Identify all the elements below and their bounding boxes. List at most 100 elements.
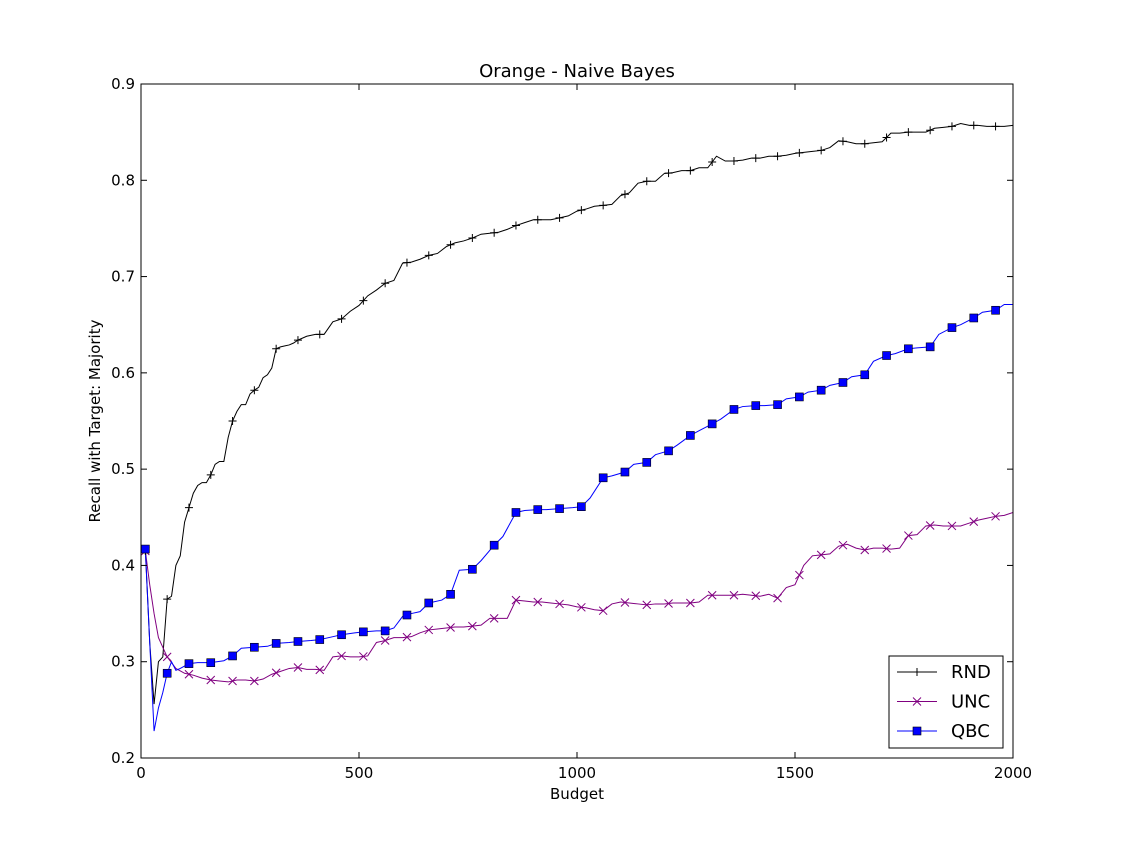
data-point-rnd bbox=[817, 146, 826, 155]
data-point-rnd bbox=[882, 133, 891, 142]
data-point-rnd bbox=[795, 148, 804, 157]
data-point-qbc bbox=[489, 540, 499, 550]
data-point-qbc bbox=[598, 473, 608, 483]
data-point-unc bbox=[642, 600, 652, 610]
data-point-unc bbox=[947, 521, 957, 531]
data-point-qbc bbox=[533, 505, 543, 514]
data-point-qbc bbox=[991, 305, 1000, 315]
data-point-rnd bbox=[620, 190, 629, 199]
data-point-qbc bbox=[642, 458, 652, 467]
data-point-unc bbox=[271, 668, 281, 678]
data-point-qbc bbox=[925, 342, 935, 352]
data-point-unc bbox=[773, 593, 782, 603]
data-point-rnd bbox=[838, 137, 847, 146]
data-point-qbc bbox=[206, 658, 216, 667]
data-point-unc bbox=[511, 595, 521, 605]
legend: RND UNC QBC bbox=[888, 655, 1004, 749]
data-point-rnd bbox=[947, 122, 956, 131]
data-point-qbc bbox=[773, 400, 782, 409]
data-point-rnd bbox=[163, 595, 172, 604]
data-point-qbc bbox=[882, 351, 891, 360]
chart-title: Orange - Naive Bayes bbox=[479, 61, 675, 82]
data-point-rnd bbox=[206, 470, 215, 479]
data-point-qbc bbox=[838, 378, 848, 387]
data-point-rnd bbox=[511, 221, 520, 230]
data-point-qbc bbox=[795, 392, 804, 402]
y-axis-title: Recall with Target: Majority bbox=[86, 319, 104, 522]
data-point-unc bbox=[293, 663, 303, 672]
y-tick-label: 0.2 bbox=[111, 749, 135, 767]
series-line-qbc bbox=[144, 303, 1013, 732]
data-point-qbc bbox=[380, 626, 390, 636]
data-point-qbc bbox=[337, 630, 346, 640]
x-tick-label: 0 bbox=[136, 764, 146, 782]
data-point-unc bbox=[359, 652, 368, 661]
data-point-rnd bbox=[686, 166, 695, 175]
y-tick-label: 0.6 bbox=[111, 364, 135, 382]
data-point-rnd bbox=[228, 417, 237, 425]
data-point-unc bbox=[969, 517, 979, 526]
legend-label-unc: UNC bbox=[951, 692, 990, 713]
data-point-rnd bbox=[402, 258, 411, 267]
data-point-unc bbox=[162, 652, 172, 662]
data-point-unc bbox=[489, 614, 499, 623]
legend-label-qbc: QBC bbox=[951, 721, 990, 742]
data-point-qbc bbox=[446, 590, 455, 599]
data-point-unc bbox=[424, 625, 434, 635]
y-tick-label: 0.8 bbox=[111, 171, 135, 189]
data-point-qbc bbox=[424, 598, 434, 608]
data-point-unc bbox=[577, 602, 586, 612]
data-point-rnd bbox=[555, 213, 564, 222]
data-point-rnd bbox=[250, 386, 259, 395]
data-point-qbc bbox=[555, 504, 564, 513]
data-point-rnd bbox=[468, 234, 477, 243]
y-tick-label: 0.4 bbox=[111, 556, 135, 574]
data-point-qbc bbox=[468, 564, 477, 574]
data-point-rnd bbox=[751, 154, 760, 163]
data-point-unc bbox=[315, 665, 325, 675]
data-point-unc bbox=[555, 599, 564, 609]
data-point-unc bbox=[664, 599, 673, 608]
data-point-unc bbox=[795, 570, 804, 580]
data-point-unc bbox=[860, 545, 870, 555]
data-point-unc bbox=[925, 521, 935, 530]
data-point-rnd bbox=[533, 215, 542, 224]
data-point-qbc bbox=[162, 668, 172, 678]
data-point-qbc bbox=[402, 610, 412, 620]
data-point-rnd bbox=[729, 157, 738, 166]
data-point-unc bbox=[729, 590, 739, 600]
data-point-unc bbox=[686, 598, 695, 608]
data-point-unc bbox=[446, 623, 455, 632]
data-point-qbc bbox=[293, 637, 303, 646]
data-point-unc bbox=[468, 621, 477, 631]
data-point-qbc bbox=[359, 627, 368, 637]
data-point-unc bbox=[904, 531, 913, 540]
data-point-qbc bbox=[707, 419, 717, 429]
data-point-rnd bbox=[337, 314, 346, 323]
y-tick-label: 0.7 bbox=[111, 268, 135, 286]
data-point-rnd bbox=[315, 330, 324, 339]
data-point-rnd bbox=[424, 251, 433, 260]
x-tick-label: 500 bbox=[345, 764, 374, 782]
data-point-qbc bbox=[511, 508, 521, 517]
data-point-unc bbox=[206, 675, 216, 685]
data-point-qbc bbox=[184, 659, 194, 668]
data-point-rnd bbox=[969, 121, 978, 130]
x-tick-label: 2000 bbox=[994, 764, 1032, 782]
data-point-qbc bbox=[904, 344, 913, 354]
data-point-unc bbox=[598, 606, 608, 616]
data-point-qbc bbox=[686, 431, 695, 440]
data-point-unc bbox=[228, 676, 237, 686]
data-point-rnd bbox=[599, 201, 608, 210]
x-axis-title: Budget bbox=[550, 785, 604, 803]
data-point-unc bbox=[184, 669, 194, 679]
y-tick-label: 0.5 bbox=[111, 460, 135, 478]
data-point-unc bbox=[838, 540, 848, 550]
data-point-qbc bbox=[141, 544, 150, 554]
data-point-qbc bbox=[250, 642, 259, 652]
data-point-unc bbox=[337, 651, 346, 661]
data-point-unc bbox=[882, 544, 891, 553]
y-tick-label: 0.9 bbox=[111, 75, 135, 93]
data-point-qbc bbox=[620, 467, 630, 477]
